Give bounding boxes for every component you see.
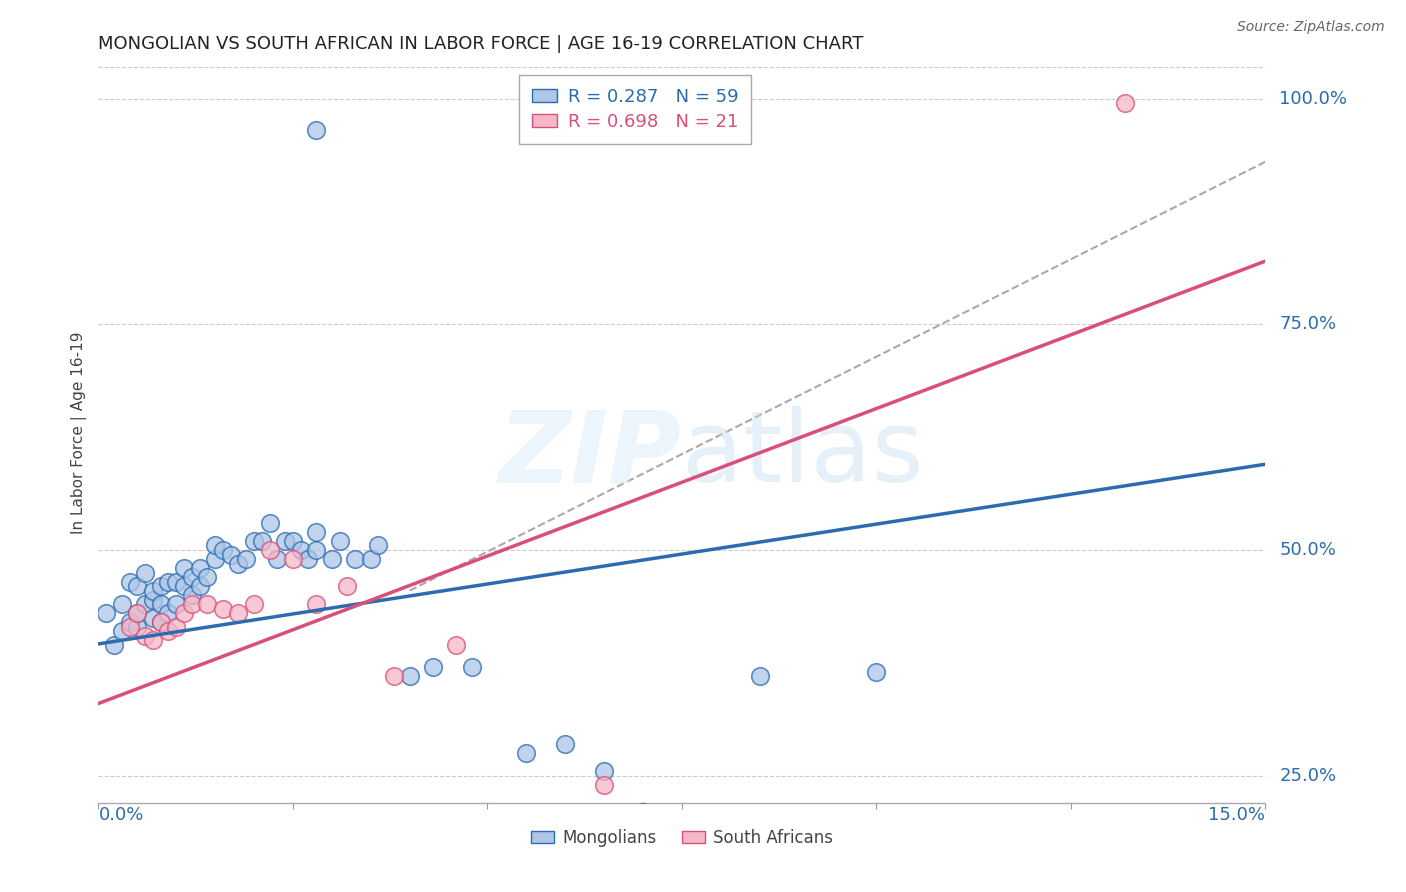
- Point: [212, 543, 235, 558]
- Point: [188, 561, 211, 575]
- Point: [195, 570, 218, 584]
- Point: [134, 629, 156, 643]
- Text: atlas: atlas: [682, 407, 924, 503]
- Point: [344, 552, 367, 566]
- Point: [149, 579, 172, 593]
- Point: [142, 611, 165, 625]
- Point: [165, 620, 187, 634]
- Point: [305, 543, 328, 558]
- Text: 15.0%: 15.0%: [1208, 805, 1265, 823]
- Point: [212, 601, 235, 615]
- Point: [173, 606, 195, 620]
- Point: [228, 606, 250, 620]
- Point: [266, 552, 288, 566]
- Point: [165, 574, 187, 589]
- Point: [593, 778, 616, 792]
- Legend: Mongolians, South Africans: Mongolians, South Africans: [524, 822, 839, 854]
- Point: [631, 805, 654, 819]
- Point: [118, 615, 141, 630]
- Point: [461, 660, 484, 674]
- Point: [157, 624, 180, 639]
- Point: [281, 552, 304, 566]
- Point: [118, 574, 141, 589]
- Point: [305, 123, 328, 137]
- Point: [593, 764, 616, 779]
- Text: 75.0%: 75.0%: [1279, 315, 1337, 334]
- Point: [336, 579, 359, 593]
- Point: [195, 597, 218, 611]
- Point: [281, 533, 304, 548]
- Point: [165, 597, 187, 611]
- Point: [748, 669, 770, 683]
- Point: [259, 516, 281, 530]
- Point: [127, 606, 149, 620]
- Point: [180, 588, 202, 602]
- Text: 0.0%: 0.0%: [98, 805, 143, 823]
- Point: [127, 620, 149, 634]
- Point: [173, 579, 195, 593]
- Point: [250, 533, 273, 548]
- Point: [321, 552, 343, 566]
- Point: [142, 583, 165, 598]
- Point: [173, 561, 195, 575]
- Y-axis label: In Labor Force | Age 16-19: In Labor Force | Age 16-19: [72, 331, 87, 534]
- Point: [142, 633, 165, 648]
- Point: [127, 579, 149, 593]
- Point: [382, 669, 405, 683]
- Point: [297, 552, 319, 566]
- Point: [180, 570, 202, 584]
- Point: [422, 660, 444, 674]
- Point: [290, 543, 312, 558]
- Point: [243, 533, 266, 548]
- Point: [149, 597, 172, 611]
- Point: [111, 597, 134, 611]
- Point: [398, 669, 420, 683]
- Point: [554, 737, 576, 751]
- Point: [515, 746, 537, 760]
- Point: [134, 597, 156, 611]
- Point: [157, 606, 180, 620]
- Point: [274, 533, 297, 548]
- Text: MONGOLIAN VS SOUTH AFRICAN IN LABOR FORCE | AGE 16-19 CORRELATION CHART: MONGOLIAN VS SOUTH AFRICAN IN LABOR FORC…: [98, 35, 863, 53]
- Point: [118, 620, 141, 634]
- Point: [149, 615, 172, 630]
- Point: [204, 552, 226, 566]
- Point: [1114, 96, 1136, 111]
- Point: [228, 557, 250, 571]
- Point: [204, 539, 226, 553]
- Point: [180, 597, 202, 611]
- Point: [149, 615, 172, 630]
- Point: [235, 552, 257, 566]
- Point: [103, 638, 125, 652]
- Point: [188, 579, 211, 593]
- Point: [127, 606, 149, 620]
- Text: Source: ZipAtlas.com: Source: ZipAtlas.com: [1237, 20, 1385, 34]
- Text: 25.0%: 25.0%: [1279, 767, 1337, 785]
- Point: [865, 665, 887, 679]
- Point: [259, 543, 281, 558]
- Point: [142, 592, 165, 607]
- Point: [367, 539, 389, 553]
- Text: 50.0%: 50.0%: [1279, 541, 1336, 559]
- Point: [305, 597, 328, 611]
- Point: [96, 606, 118, 620]
- Point: [219, 548, 242, 562]
- Point: [157, 574, 180, 589]
- Point: [305, 524, 328, 539]
- Point: [446, 638, 468, 652]
- Point: [134, 566, 156, 580]
- Point: [111, 624, 134, 639]
- Point: [329, 533, 352, 548]
- Text: ZIP: ZIP: [499, 407, 682, 503]
- Point: [360, 552, 382, 566]
- Text: 100.0%: 100.0%: [1279, 89, 1347, 108]
- Point: [243, 597, 266, 611]
